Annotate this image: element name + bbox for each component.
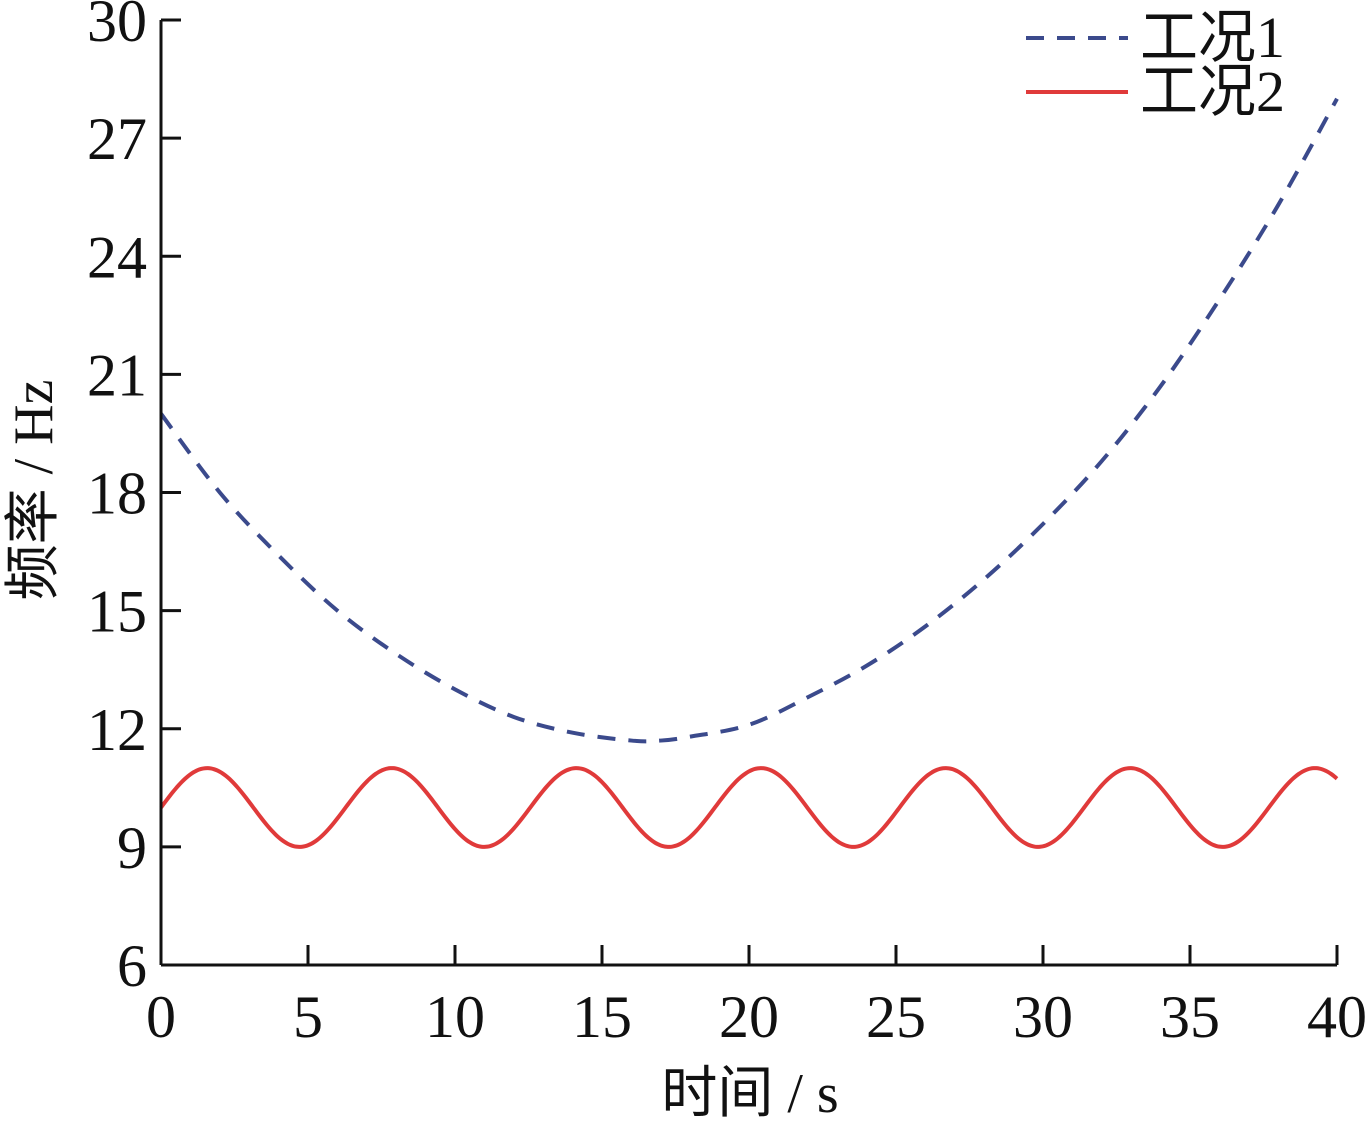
y-tick-label-15: 15	[87, 579, 147, 645]
x-axis-label: 时间 / s	[661, 1063, 838, 1123]
legend-label-1: 工况1	[1140, 5, 1285, 70]
y-tick-label-6: 6	[117, 933, 147, 999]
y-tick-label-21: 21	[87, 342, 147, 408]
x-tick-label-5: 5	[293, 984, 323, 1050]
tick-marks	[159, 18, 1339, 967]
y-tick-label-9: 9	[117, 815, 147, 881]
x-tick-label-15: 15	[572, 984, 632, 1050]
x-tick-label-20: 20	[719, 984, 779, 1050]
y-tick-label-30: 30	[87, 0, 147, 54]
y-axis-label: 频率 / Hz	[3, 380, 65, 601]
y-tick-label-12: 12	[87, 697, 147, 763]
y-tick-label-27: 27	[87, 106, 147, 172]
series-line-1	[159, 97, 1339, 744]
legend-label-2: 工况2	[1140, 59, 1285, 124]
x-tick-label-30: 30	[1013, 984, 1073, 1050]
x-tick-label-25: 25	[866, 984, 926, 1050]
plot-area	[159, 97, 1339, 849]
y-tick-label-24: 24	[87, 224, 147, 290]
x-tick-label-35: 35	[1160, 984, 1220, 1050]
series-line-2	[159, 766, 1339, 849]
axes	[159, 20, 1337, 967]
x-tick-label-10: 10	[425, 984, 485, 1050]
x-tick-label-40: 40	[1307, 984, 1367, 1050]
tick-labels: 0 5 10 15 20 25 30 35 40 6 9 12 15 18 21 24 27 30	[87, 0, 1367, 1050]
y-tick-label-18: 18	[87, 461, 147, 527]
x-tick-label-0: 0	[146, 984, 176, 1050]
